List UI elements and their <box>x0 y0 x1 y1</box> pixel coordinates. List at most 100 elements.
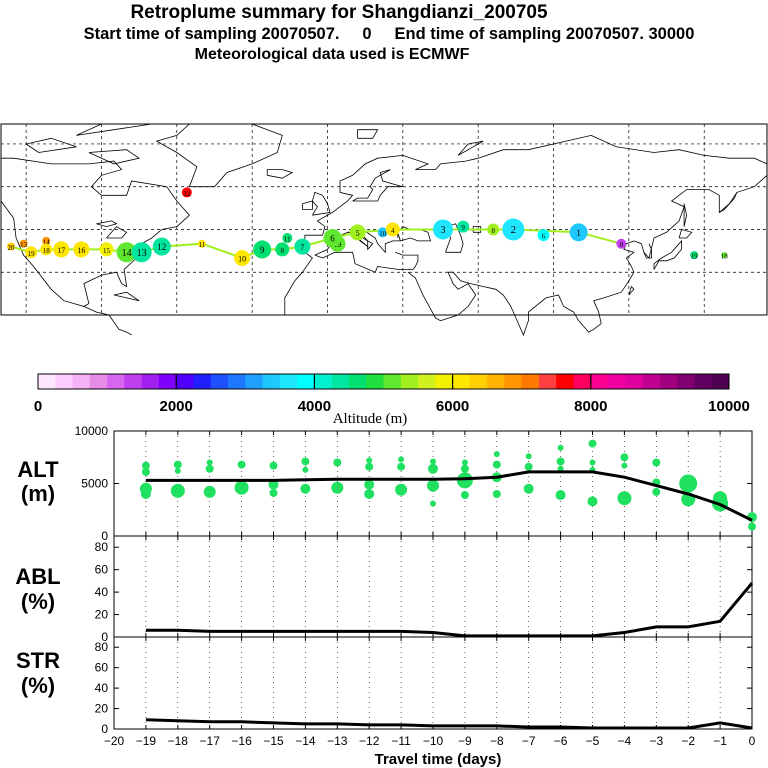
colorbar-swatch <box>711 374 730 389</box>
trajectory-cluster-dot <box>377 227 388 238</box>
colorbar-swatch <box>107 374 125 389</box>
altitude-scatter-point <box>617 491 632 506</box>
altitude-scatter-point <box>366 457 373 464</box>
x-tick-label: 0 <box>749 734 756 748</box>
map-gridlines <box>1 124 767 315</box>
altitude-scatter-point <box>555 490 566 501</box>
colorbar-swatch <box>642 374 661 389</box>
map-trajectory-point: 17 <box>53 241 70 258</box>
coastline-segment <box>302 200 313 210</box>
coastline-segment <box>113 291 140 302</box>
colorbar-swatch <box>538 374 557 389</box>
x-tick-label: −1 <box>713 734 727 748</box>
colorbar-swatch <box>383 374 402 389</box>
coastline-segment <box>96 220 118 228</box>
y-tick-label: 60 <box>95 661 109 675</box>
y-tick-label: 20 <box>95 608 109 622</box>
x-tick-label: −10 <box>423 734 444 748</box>
trajectory-cluster-label: 18 <box>43 247 51 255</box>
coastline-segment <box>311 191 331 216</box>
colorbar-swatch <box>331 374 350 389</box>
colorbar-swatch <box>418 374 436 389</box>
coastline-segment <box>678 229 693 239</box>
x-tick-label: −11 <box>391 734 411 748</box>
y-tick-label: 40 <box>95 585 109 599</box>
colorbar-swatch <box>210 374 229 389</box>
trajectory-cluster-label: 11 <box>199 241 206 249</box>
trajectory-cluster-label: 20 <box>8 244 16 252</box>
altitude-scatter-point <box>331 481 344 494</box>
trajectory-cluster-label: 9 <box>260 245 265 255</box>
trajectory-cluster-label: 3 <box>441 225 446 236</box>
trajectory-cluster-dot <box>282 233 293 244</box>
map-extra-point: 9 <box>457 220 470 233</box>
trajectory-cluster-dot <box>73 241 90 258</box>
altitude-scatter-point <box>141 461 150 470</box>
altitude-scatter-point <box>395 483 408 496</box>
colorbar-swatch <box>366 374 384 389</box>
colorbar-tick-label: 8000 <box>574 398 607 415</box>
colorbar-tick-label: 4000 <box>298 398 331 415</box>
trajectory-cluster-dot <box>690 251 699 260</box>
series-line <box>145 718 753 730</box>
coastline-segment <box>106 226 128 239</box>
colorbar-swatch <box>677 374 695 389</box>
x-tick-label: −19 <box>136 734 157 748</box>
coastline-segment <box>653 239 682 270</box>
trajectory-cluster-label: 14 <box>122 248 132 259</box>
trajectory-cluster-dot <box>234 249 251 266</box>
altitude-scatter-point <box>523 483 534 494</box>
alt-panel: 10000 5000 0 <box>75 424 757 543</box>
trajectory-cluster-label: 13 <box>20 241 28 249</box>
map-frame <box>0 123 768 316</box>
trajectory-cluster-label: 5 <box>356 229 360 238</box>
map-trajectory-point: 13 <box>131 242 152 263</box>
trajectory-cluster-label: 19 <box>28 250 36 258</box>
altitude-scatter-point <box>237 460 246 469</box>
coastline-segment <box>284 134 768 315</box>
map-extra-point: 19 <box>690 251 699 261</box>
altitude-scatter-point <box>234 480 249 495</box>
x-tick-label: −15 <box>263 734 284 748</box>
coastline-segment <box>457 140 484 156</box>
trajectory-cluster-dot <box>19 239 28 248</box>
trajectory-cluster-label: 0 <box>620 241 624 249</box>
map-coastlines <box>0 123 768 337</box>
coastline-segment <box>314 251 419 273</box>
trajectory-cluster-dot <box>457 220 470 233</box>
x-tick-label: −18 <box>168 734 189 748</box>
trajectory-cluster-label: 13 <box>137 248 147 259</box>
colorbar-swatch <box>141 374 160 389</box>
y-tick-label: 0 <box>101 722 108 736</box>
colorbar-swatch <box>176 374 194 389</box>
trajectory-cluster-label: 11 <box>284 236 291 244</box>
trajectory-cluster-label: 1 <box>576 228 581 238</box>
altitude-scatter-point <box>748 522 756 531</box>
coastline-segment <box>266 169 294 179</box>
map-trajectory-point: 9 <box>253 240 272 259</box>
alt-label: ALT <box>17 457 59 482</box>
altitude-scatter-point <box>333 458 342 467</box>
altitude-scatter-point <box>269 461 278 470</box>
altitude-scatter-point <box>679 474 698 493</box>
map-trajectory-point: 3 <box>433 219 454 240</box>
x-axis: −20 −19 −18 −17 −16 −15 −14 −13 −12 −11 −10 −9 −8 −7−… <box>104 734 756 748</box>
map-trajectory-point: 20 <box>7 242 16 252</box>
x-tick-label: −4 <box>618 734 632 748</box>
map-trajectory-point: 15 <box>99 242 114 257</box>
altitude-scatter-point <box>557 465 564 472</box>
map-trajectory-point: 18 <box>40 243 53 256</box>
trajectory-cluster-label: 9 <box>461 224 465 232</box>
map-trajectory-point: 10 <box>234 249 251 266</box>
trajectory-cluster-label: 19 <box>691 253 699 261</box>
altitude-scatter-point <box>301 457 310 466</box>
trajectory-cluster-label: 18 <box>721 253 729 261</box>
trajectory-cluster-dot <box>99 242 114 257</box>
x-tick-label: −5 <box>586 734 600 748</box>
colorbar-tick-label: 2000 <box>160 398 193 415</box>
altitude-scatter-point <box>456 472 473 489</box>
trajectory-cluster-dot <box>181 187 192 198</box>
trajectory-cluster-dot <box>323 229 342 248</box>
trajectory-cluster-label: 8 <box>491 227 495 235</box>
map-trajectory-point: 5 <box>349 224 366 241</box>
